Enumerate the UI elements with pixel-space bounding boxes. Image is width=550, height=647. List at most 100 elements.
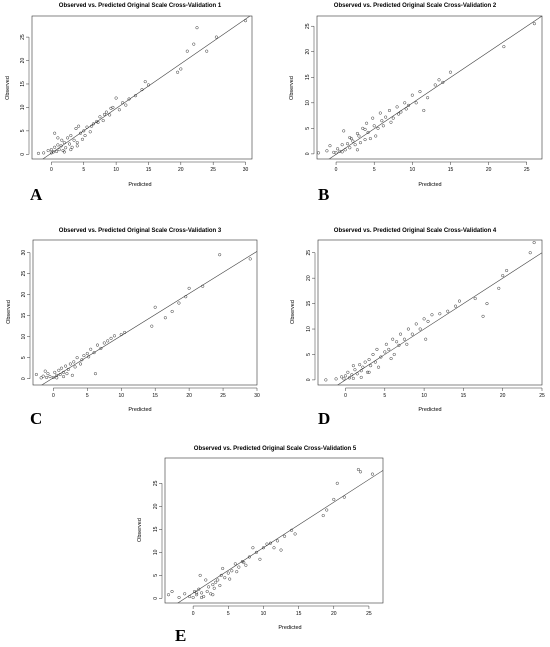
y-tick-label: 0 [305,152,311,155]
data-point [102,341,106,345]
x-tick-label: 15 [448,167,454,173]
y-tick-label: 25 [305,23,311,29]
data-point [96,120,100,124]
x-tick-label: 5 [383,393,386,399]
data-point [414,322,418,326]
y-tick-label: 5 [20,129,26,132]
data-point [426,319,430,323]
data-point [43,369,47,373]
data-point [153,305,157,309]
data-point [358,363,362,367]
data-point [430,313,434,317]
data-point [373,360,377,364]
data-point [340,143,344,147]
data-point [62,375,66,379]
data-point [335,481,339,485]
panel-title: Observed vs. Predicted Original Scale Cr… [334,3,497,9]
plot-frame [31,15,253,160]
x-tick-label: 20 [500,393,506,399]
data-point [62,141,66,145]
x-tick-label: 15 [461,393,467,399]
y-tick-label: 15 [153,526,159,532]
data-point [198,573,202,577]
data-point [109,106,113,110]
y-tick-label: 10 [20,104,26,110]
data-point [363,138,367,142]
data-point [150,324,154,328]
data-point [121,101,125,105]
data-point [80,358,84,362]
y-tick-label: 5 [21,356,27,359]
data-point [177,595,181,600]
data-point [391,116,395,120]
plot-area [166,467,383,603]
data-point [457,299,461,303]
data-point [80,137,84,141]
data-point [363,360,367,364]
x-tick-label: 0 [335,167,338,173]
x-tick-label: 5 [227,611,230,617]
data-point [197,587,201,591]
data-point [353,368,357,372]
data-point [83,134,87,138]
data-point [226,571,230,575]
fit-line [177,470,383,603]
data-point [402,337,406,341]
x-axis-label: Predicted [128,407,151,413]
x-axis-label: Predicted [128,182,151,188]
data-point [134,94,138,98]
panel-title: Observed vs. Predicted Original Scale Cr… [59,3,222,9]
data-point [357,134,361,138]
y-tick-label: 20 [153,503,159,509]
data-point [117,108,121,112]
data-point [349,137,353,141]
data-point [85,351,89,356]
plot-area [34,237,257,385]
x-axis-label: Predicted [418,182,441,188]
data-point [53,370,57,374]
data-point [343,374,348,378]
data-point [230,569,234,573]
data-point [51,375,55,379]
x-tick-label: 25 [524,167,530,173]
data-point [48,375,52,379]
data-point [119,333,123,337]
data-point [42,151,46,155]
y-tick-label: 5 [305,127,311,130]
data-point [321,514,325,518]
data-point [201,284,205,288]
data-point [365,121,369,125]
data-point [272,546,276,550]
fit-line [41,251,257,385]
data-point [221,566,225,571]
data-point [418,90,422,94]
data-point [64,364,68,368]
data-point [528,251,532,255]
data-point [56,143,60,147]
y-tick-label: 25 [306,250,312,256]
data-point [192,42,196,46]
data-point [392,352,396,356]
data-point [397,112,401,116]
data-point [218,583,222,588]
data-point [92,351,96,355]
x-tick-label: 30 [243,167,249,173]
data-point [55,376,59,380]
data-point [53,145,57,149]
data-point [146,83,150,87]
data-point [351,364,355,368]
data-point [242,237,245,240]
data-point [389,357,393,361]
x-axis-label: Predicted [278,625,301,631]
y-axis: 0 5 10 15 20 25 [153,480,163,600]
data-point [74,126,78,131]
data-point [195,26,199,30]
data-point [454,304,458,308]
data-point [345,142,350,146]
data-point [59,144,63,148]
data-point [70,373,74,377]
data-point [195,591,199,595]
y-axis-label: Observed [5,76,11,100]
y-axis-label: Observed [289,76,295,100]
data-point [59,366,64,370]
